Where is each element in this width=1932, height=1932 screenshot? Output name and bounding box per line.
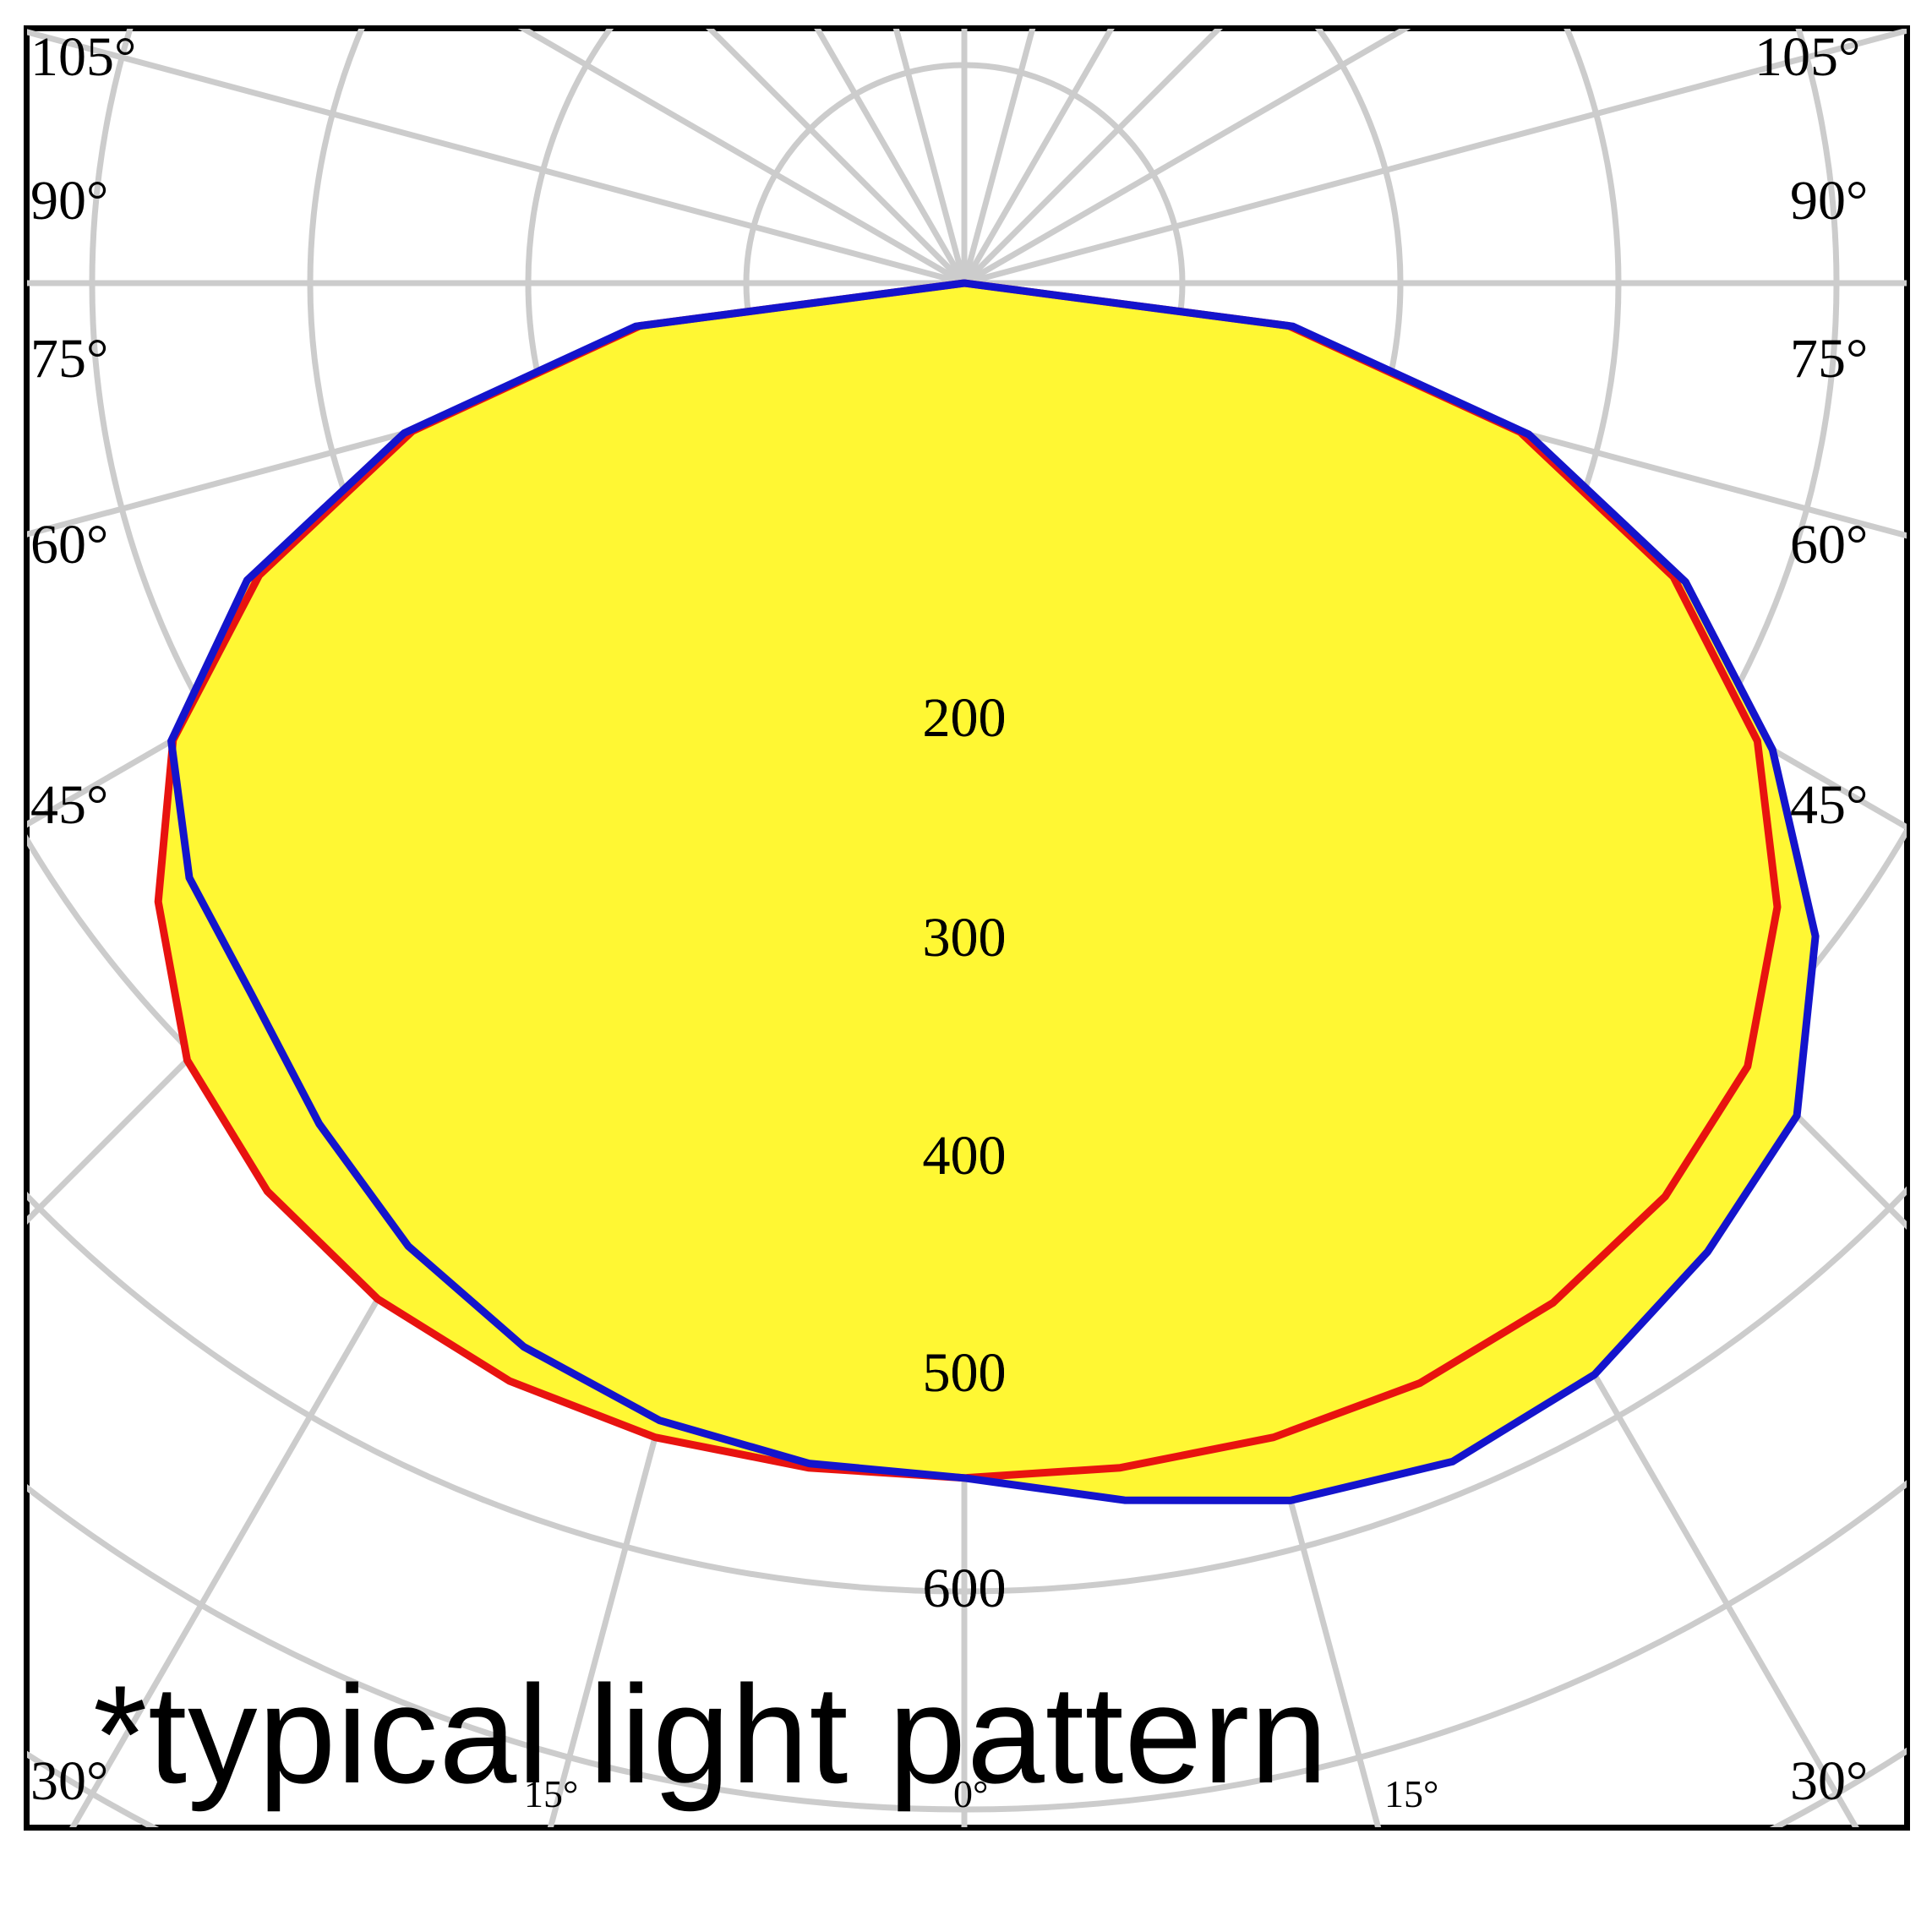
curve-c90-c270 <box>167 279 1820 1504</box>
radial-label-500: 500 <box>922 1342 1007 1404</box>
angle-label-bottom-0: 15° <box>524 1772 579 1815</box>
angle-label-left-0: 105° <box>30 26 137 88</box>
radial-label-600: 600 <box>922 1558 1007 1619</box>
angle-label-bottom-1: 0° <box>953 1772 989 1815</box>
angle-label-right-0: 105° <box>1755 26 1861 88</box>
angle-label-left-1: 90° <box>30 170 109 232</box>
radial-label-400: 400 <box>922 1125 1007 1187</box>
radial-label-300: 300 <box>922 907 1007 969</box>
angle-label-left-3: 60° <box>30 514 109 576</box>
angle-label-right-5: 30° <box>1790 1750 1869 1812</box>
angle-label-bottom-2: 15° <box>1384 1772 1439 1815</box>
typical-light-pattern-note: *typical light pattern <box>93 1656 1329 1812</box>
distribution-curves <box>154 279 1820 1504</box>
radial-label-200: 200 <box>922 687 1007 749</box>
angle-label-right-3: 60° <box>1790 514 1869 576</box>
angle-label-right-2: 75° <box>1790 328 1869 390</box>
angle-label-left-5: 30° <box>30 1750 109 1812</box>
distribution-fill <box>158 283 1816 1501</box>
angle-label-left-4: 45° <box>30 774 109 836</box>
angle-label-right-1: 90° <box>1790 170 1869 232</box>
angle-label-left-2: 75° <box>30 328 109 390</box>
angle-label-right-4: 45° <box>1790 774 1869 836</box>
